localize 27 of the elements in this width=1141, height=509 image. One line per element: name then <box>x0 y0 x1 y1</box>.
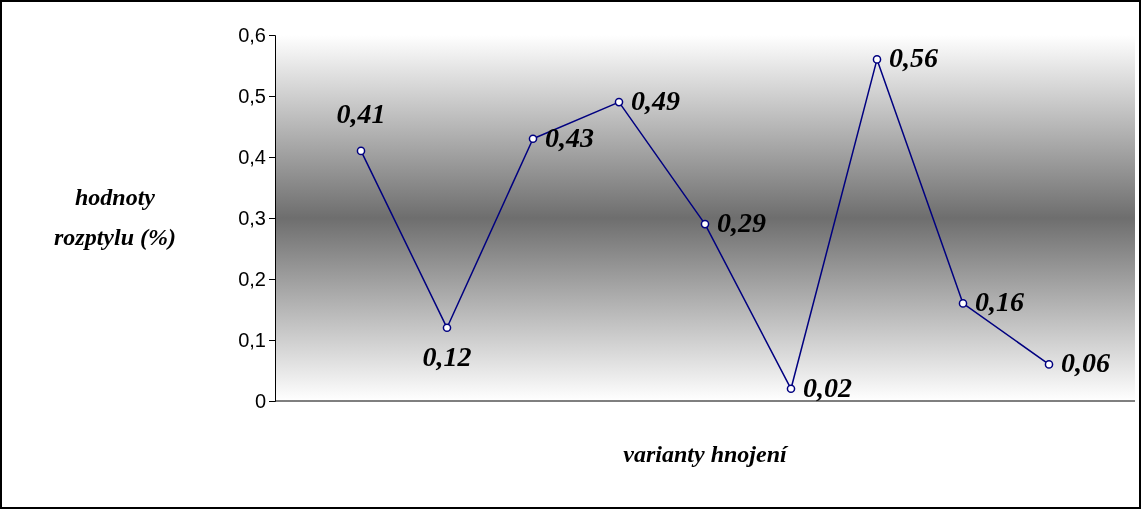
text: 0,29 <box>717 207 766 239</box>
y-tick-label: 0,3 <box>238 206 266 229</box>
y-tick-label: 0,4 <box>238 145 266 168</box>
text: 0,12 <box>422 340 472 372</box>
text: 0,41 <box>336 97 386 129</box>
text: 0,49 <box>631 85 680 117</box>
y-tick-label: 0,1 <box>238 328 266 351</box>
point <box>528 134 538 144</box>
y-axis-title: hodnoty rozptylu (%) <box>54 184 176 250</box>
text: 0,56 <box>889 42 938 74</box>
text: 0,16 <box>975 286 1024 318</box>
text: 0,06 <box>1061 347 1110 379</box>
point <box>614 97 624 107</box>
x-axis-title: varianty hnojení <box>623 441 790 467</box>
y-tick-label: 0 <box>254 389 266 412</box>
point <box>700 219 710 229</box>
text: 0,43 <box>545 121 594 153</box>
y-tick-label: 0,5 <box>238 84 266 107</box>
y-tick-label: 0,2 <box>238 267 266 290</box>
point <box>872 55 882 64</box>
y-tick-label: 0,6 <box>238 23 266 46</box>
point <box>356 146 366 156</box>
point <box>1044 360 1054 369</box>
text: 0,02 <box>803 371 852 403</box>
point <box>442 323 452 333</box>
point <box>786 384 796 394</box>
point <box>958 299 968 308</box>
